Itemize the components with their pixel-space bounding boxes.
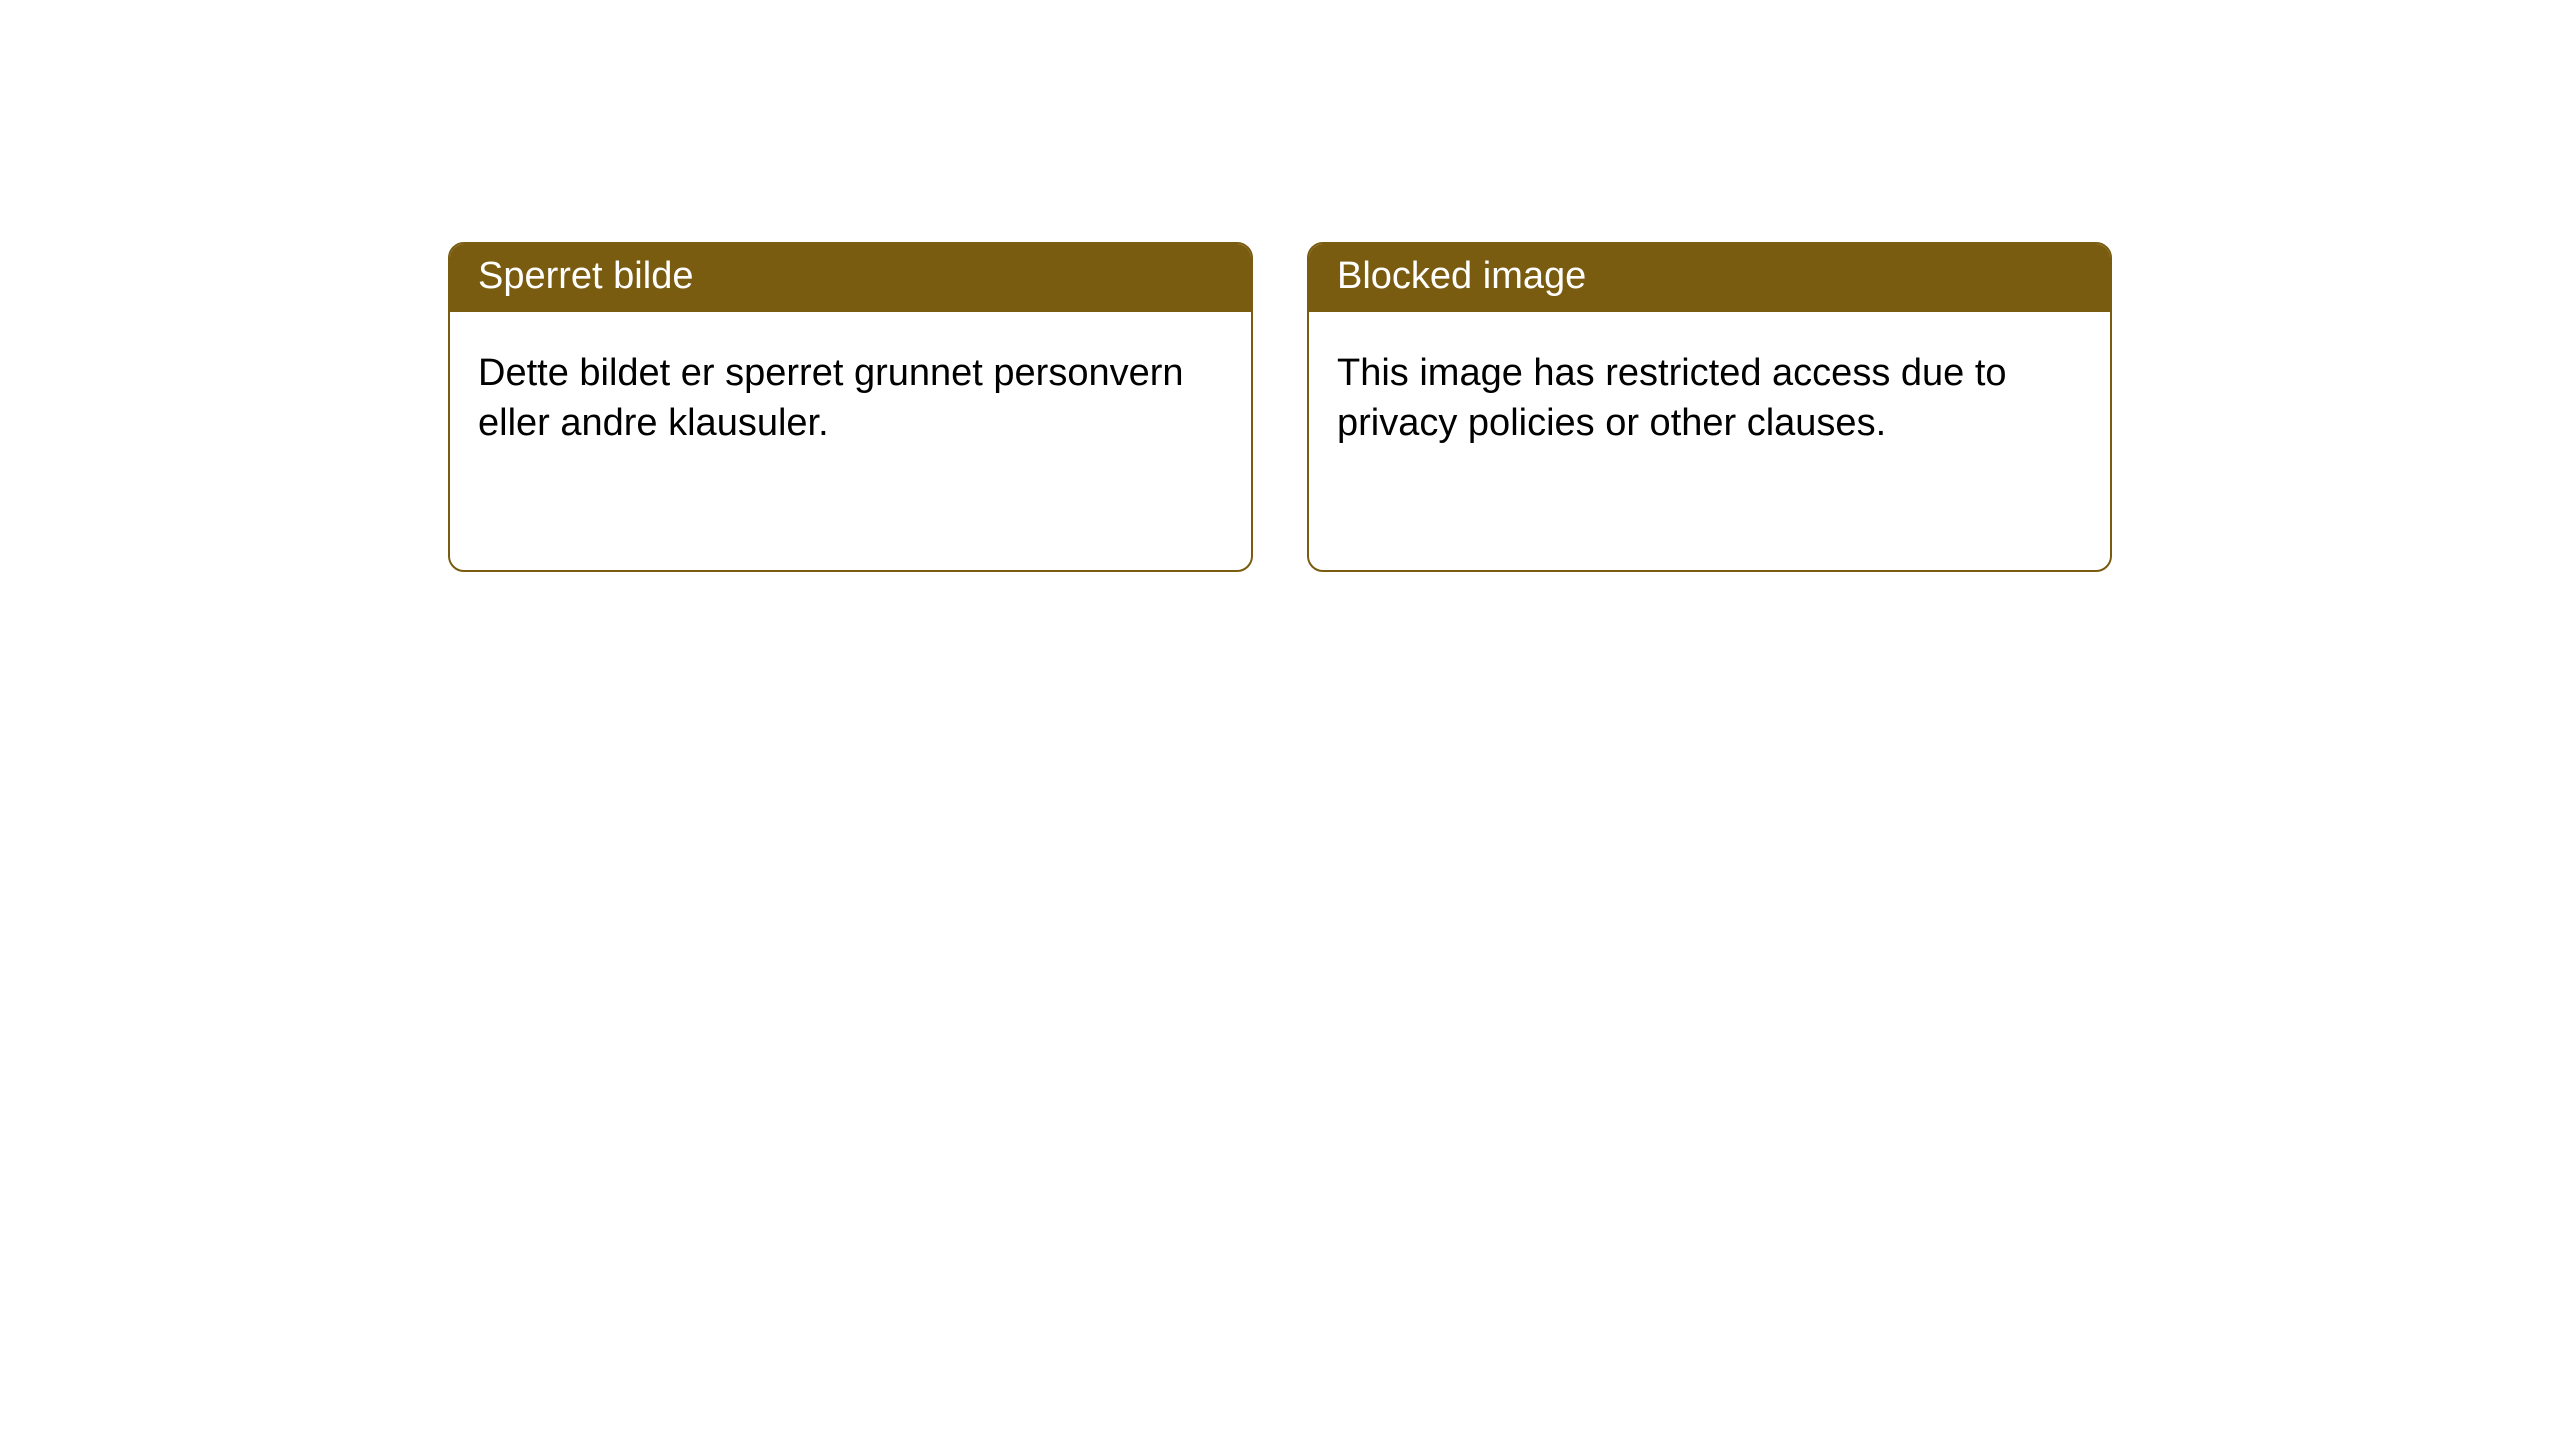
card-body: This image has restricted access due to … <box>1309 312 2110 484</box>
card-body: Dette bildet er sperret grunnet personve… <box>450 312 1251 484</box>
info-card-norwegian: Sperret bilde Dette bildet er sperret gr… <box>448 242 1253 572</box>
card-header: Blocked image <box>1309 244 2110 312</box>
info-cards-container: Sperret bilde Dette bildet er sperret gr… <box>448 242 2112 1440</box>
card-header: Sperret bilde <box>450 244 1251 312</box>
info-card-english: Blocked image This image has restricted … <box>1307 242 2112 572</box>
